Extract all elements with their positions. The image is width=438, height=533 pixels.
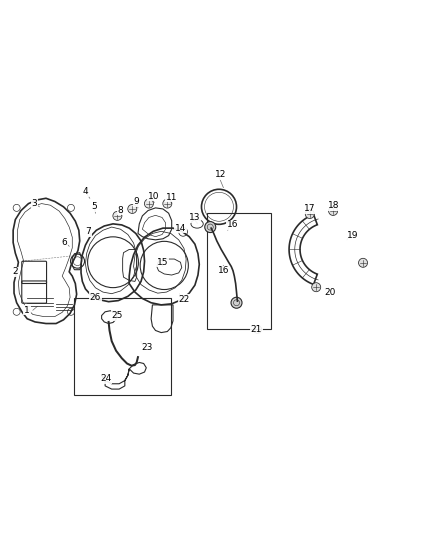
Circle shape [145,199,153,208]
Circle shape [359,259,367,268]
Text: 13: 13 [189,213,201,222]
Text: 3: 3 [32,199,37,208]
Text: 24: 24 [100,374,111,383]
Text: 4: 4 [82,188,88,196]
Circle shape [128,205,137,213]
Text: 8: 8 [117,206,123,214]
Text: 26: 26 [90,293,101,302]
Text: 25: 25 [112,311,123,320]
Circle shape [312,282,321,292]
Text: 22: 22 [179,295,190,304]
Text: 16: 16 [227,221,238,229]
Text: 19: 19 [347,231,358,240]
Text: 21: 21 [251,325,262,334]
Circle shape [113,212,122,220]
Text: 20: 20 [324,288,336,296]
Text: 12: 12 [215,171,226,179]
Circle shape [205,222,216,232]
Text: 2: 2 [12,268,18,276]
Text: 9: 9 [134,197,139,206]
Text: 17: 17 [304,205,316,213]
Text: 10: 10 [148,192,159,200]
Text: 16: 16 [218,266,230,275]
Text: 7: 7 [85,228,91,236]
Circle shape [305,209,314,219]
Text: 11: 11 [166,193,177,201]
Bar [207,213,271,329]
Text: 15: 15 [157,258,168,266]
Circle shape [163,199,172,208]
Bar [74,298,171,395]
Text: 23: 23 [141,343,152,352]
Circle shape [328,206,338,215]
Text: 14: 14 [175,224,187,232]
Circle shape [231,297,242,308]
Text: 18: 18 [328,201,339,210]
Text: 5: 5 [91,203,97,211]
Text: 1: 1 [24,306,30,314]
Text: 6: 6 [61,238,67,247]
